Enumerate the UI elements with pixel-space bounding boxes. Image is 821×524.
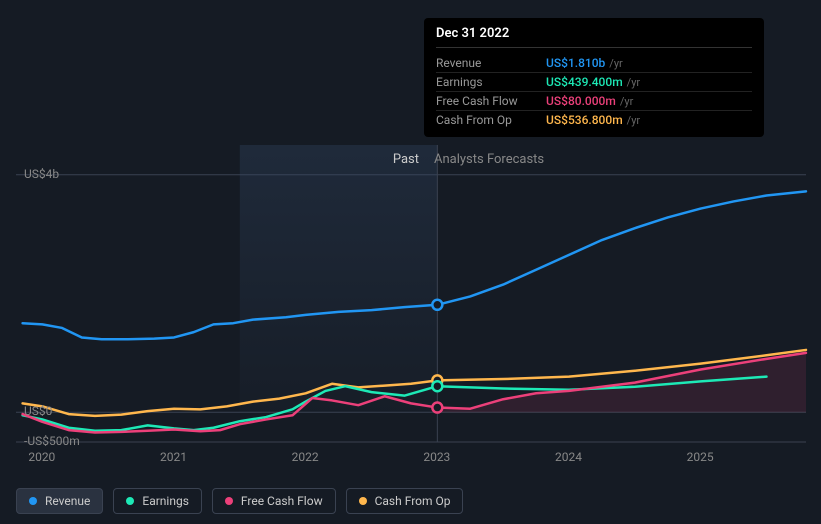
legend-dot-icon <box>126 497 134 505</box>
legend-item-label: Revenue <box>45 494 90 508</box>
y-axis-tick-label: -US$500m <box>24 434 80 448</box>
legend-item-fcf[interactable]: Free Cash Flow <box>212 488 336 514</box>
earnings-revenue-chart: Past Analysts Forecasts US$4b US$0 -US$500… <box>0 0 821 524</box>
tooltip-metric-value: US$1.810b <box>546 56 605 70</box>
tooltip-metric-label: Free Cash Flow <box>436 94 546 108</box>
x-axis-tick-label: 2021 <box>160 450 187 464</box>
legend-dot-icon <box>225 497 233 505</box>
chart-tooltip: Dec 31 2022 RevenueUS$1.810b/yrEarningsU… <box>424 18 764 137</box>
tooltip-row: EarningsUS$439.400m/yr <box>436 73 752 92</box>
legend-item-cfo[interactable]: Cash From Op <box>346 488 464 514</box>
chart-legend: Revenue Earnings Free Cash Flow Cash From O… <box>16 488 463 514</box>
tooltip-row: Cash From OpUS$536.800m/yr <box>436 111 752 129</box>
y-axis-tick-label: US$4b <box>24 167 59 181</box>
legend-item-revenue[interactable]: Revenue <box>16 488 103 514</box>
past-section-label: Past <box>393 152 419 167</box>
legend-dot-icon <box>359 497 367 505</box>
legend-item-label: Free Cash Flow <box>241 494 323 508</box>
tooltip-metric-value: US$80.000m <box>546 94 616 108</box>
tooltip-row: Free Cash FlowUS$80.000m/yr <box>436 92 752 111</box>
x-axis-tick-label: 2025 <box>687 450 714 464</box>
legend-item-label: Earnings <box>142 494 189 508</box>
legend-item-earnings[interactable]: Earnings <box>113 488 202 514</box>
x-axis-tick-label: 2020 <box>28 450 55 464</box>
tooltip-metric-unit: /yr <box>627 76 640 89</box>
tooltip-metric-unit: /yr <box>620 95 633 108</box>
forecast-section-label: Analysts Forecasts <box>434 152 544 167</box>
tooltip-metric-unit: /yr <box>609 57 622 70</box>
tooltip-metric-label: Revenue <box>436 56 546 70</box>
legend-dot-icon <box>29 497 37 505</box>
tooltip-row: RevenueUS$1.810b/yr <box>436 54 752 73</box>
x-axis-tick-label: 2022 <box>292 450 319 464</box>
y-axis-tick-label: US$0 <box>24 404 52 418</box>
legend-item-label: Cash From Op <box>375 494 451 508</box>
x-axis-tick-label: 2023 <box>423 450 450 464</box>
tooltip-metric-value: US$439.400m <box>546 75 623 89</box>
tooltip-metric-unit: /yr <box>627 114 640 127</box>
tooltip-metric-value: US$536.800m <box>546 113 623 127</box>
tooltip-metric-label: Cash From Op <box>436 113 546 127</box>
tooltip-metric-label: Earnings <box>436 75 546 89</box>
x-axis-tick-label: 2024 <box>555 450 582 464</box>
tooltip-date: Dec 31 2022 <box>436 26 752 48</box>
